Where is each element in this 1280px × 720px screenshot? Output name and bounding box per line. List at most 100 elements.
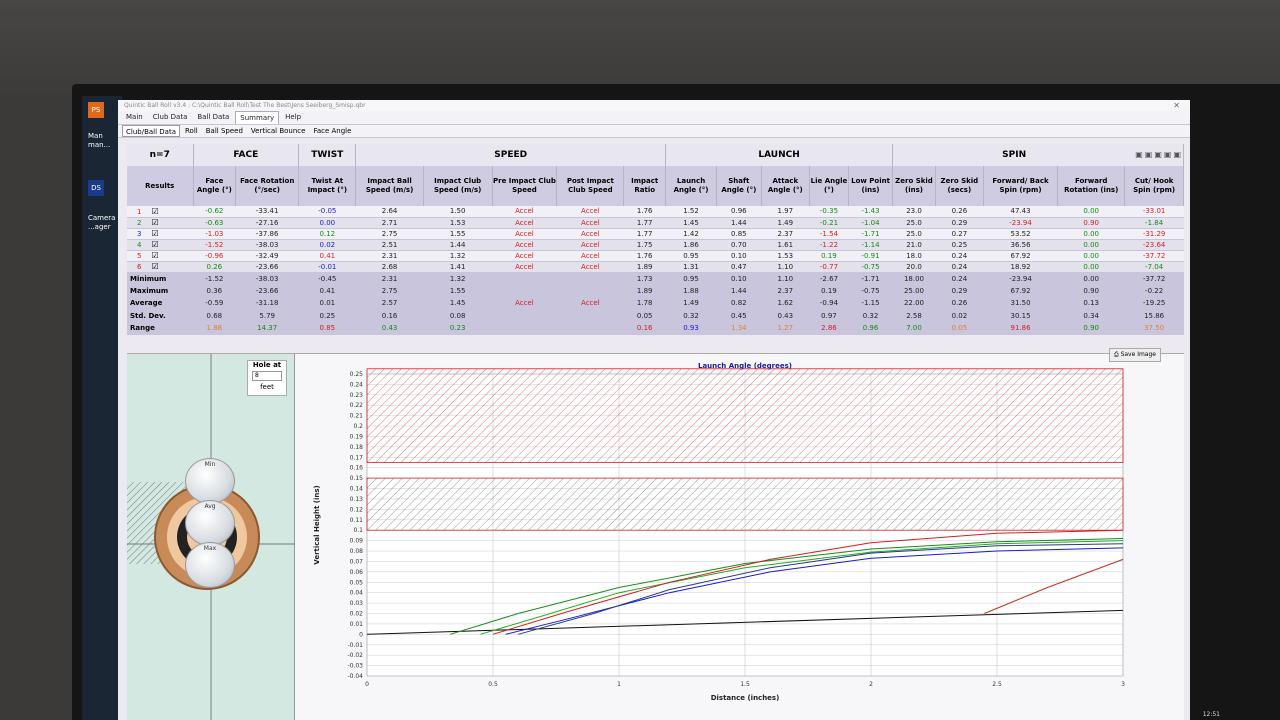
table-cell: 1.89 <box>623 261 666 273</box>
table-cell: 1.32 <box>423 250 493 262</box>
stat-cell: 0.95 <box>665 272 717 285</box>
row-checkbox[interactable]: ☑ <box>151 251 159 260</box>
stat-cell: 0.97 <box>809 309 849 322</box>
row-select[interactable]: 4 ☑ <box>127 239 193 251</box>
stat-cell: -37.72 <box>1124 272 1184 285</box>
table-row[interactable]: 4 ☑ -1.52 -38.03 0.02 2.51 1.44 Accel Accel 1.75 1… <box>127 239 1184 251</box>
stat-cell <box>556 322 624 335</box>
table-cell: 36.56 <box>983 239 1058 251</box>
y-tick-label: 0.21 <box>350 413 364 420</box>
subtab-roll[interactable]: Roll <box>185 127 198 135</box>
row-checkbox[interactable]: ☑ <box>151 229 159 238</box>
tab-main[interactable]: Main <box>126 113 143 121</box>
table-cell: -23.64 <box>1124 239 1184 251</box>
stat-cell: 0.68 <box>193 309 236 322</box>
table-cell: 1.45 <box>665 217 717 229</box>
stat-cell: -38.03 <box>235 272 299 285</box>
app-window: Quintic Ball Roll v3.4 : C:\Quintic Ball… <box>118 100 1190 720</box>
row-select[interactable]: 5 ☑ <box>127 250 193 262</box>
stat-cell: 0.90 <box>1057 284 1125 297</box>
tab-help[interactable]: Help <box>285 113 302 121</box>
table-row[interactable]: 2 ☑ -0.63 -27.16 0.00 2.71 1.53 Accel Accel 1.77 1… <box>127 217 1184 229</box>
clock: 12:51 <box>1202 711 1220 718</box>
app-icon[interactable]: PS <box>88 102 104 118</box>
subtab-face-angle[interactable]: Face Angle <box>313 127 352 135</box>
stat-cell: 18.00 <box>892 272 936 285</box>
table-cell: 0.25 <box>935 239 984 251</box>
row-checkbox[interactable]: ☑ <box>151 240 159 249</box>
stat-cell: 0.41 <box>298 284 356 297</box>
row-checkbox[interactable]: ☑ <box>151 218 159 227</box>
table-cell: -1.71 <box>848 228 893 240</box>
n-count: n=7 <box>127 144 194 166</box>
table-cell: 2.64 <box>355 206 424 218</box>
column-header: Post Impact Club Speed <box>556 166 625 206</box>
stat-cell: -0.22 <box>1124 284 1184 297</box>
row-select[interactable]: 6 ☑ <box>127 261 193 273</box>
row-checkbox[interactable]: ☑ <box>151 262 159 271</box>
column-header: Pre Impact Club Speed <box>492 166 558 206</box>
y-tick-label: 0.1 <box>353 527 363 534</box>
row-select[interactable]: 1 ☑ <box>127 206 193 218</box>
ball-label: Avg <box>204 503 216 510</box>
stat-cell: 1.73 <box>623 272 666 285</box>
table-cell: -37.72 <box>1124 250 1184 262</box>
hole-label: Hole at <box>252 361 282 369</box>
group-spin: SPIN ▣▣▣▣▣ <box>892 144 1184 166</box>
row-checkbox[interactable]: ☑ <box>151 206 159 216</box>
stat-cell: 0.16 <box>623 322 666 335</box>
table-cell: Accel <box>556 228 624 240</box>
x-tick-label: 1.5 <box>740 681 750 688</box>
table-cell: 18.92 <box>983 261 1058 273</box>
row-select[interactable]: 2 ☑ <box>127 217 193 229</box>
hole-distance-control: Hole at 8 feet <box>247 360 287 396</box>
table-cell: 0.19 <box>809 250 849 262</box>
table-cell: Accel <box>492 228 557 240</box>
toolbar-icons[interactable]: ▣▣▣▣▣ <box>1135 150 1183 159</box>
table-row[interactable]: 5 ☑ -0.96 -32.49 0.41 2.31 1.32 Accel Accel 1.76 0… <box>127 250 1184 262</box>
stat-cell: 2.57 <box>355 297 424 310</box>
stat-row: Minimum -1.52 -38.03 -0.45 2.31 1.32 1.73 0.95 0… <box>127 272 1184 285</box>
column-header: Cut/ Hook Spin (rpm) <box>1124 166 1184 206</box>
row-select[interactable]: 3 ☑ <box>127 228 193 240</box>
column-header: Twist At Impact (°) <box>298 166 357 206</box>
tab-club-data[interactable]: Club Data <box>152 113 188 121</box>
table-cell: 1.77 <box>623 228 666 240</box>
table-cell: 20.0 <box>892 261 936 273</box>
row-number: 1 <box>137 207 142 216</box>
column-header[interactable]: Results <box>127 166 194 206</box>
table-cell: 1.10 <box>761 261 810 273</box>
y-tick-label: 0.25 <box>350 371 364 378</box>
tab-summary[interactable]: Summary <box>235 111 280 124</box>
table-row[interactable]: 6 ☑ 0.26 -23.66 -0.01 2.68 1.41 Accel Accel 1.89 1… <box>127 261 1184 273</box>
stat-cell: 1.49 <box>665 297 717 310</box>
column-header: Face Angle (°) <box>193 166 237 206</box>
subtab-ball-speed[interactable]: Ball Speed <box>205 127 243 135</box>
table-cell: 0.00 <box>1057 250 1125 262</box>
table-cell: 2.71 <box>355 217 424 229</box>
table-cell: 0.00 <box>298 217 356 229</box>
stat-cell: 22.00 <box>892 297 936 310</box>
stat-cell: 0.08 <box>423 309 493 322</box>
close-icon[interactable]: ✕ <box>1173 101 1180 110</box>
camera-icon[interactable]: DS <box>88 180 104 196</box>
subtab-vertical-bounce[interactable]: Vertical Bounce <box>250 127 306 135</box>
stat-cell: Accel <box>492 297 557 310</box>
table-cell: 25.0 <box>892 228 936 240</box>
hole-distance-input[interactable]: 8 <box>252 371 282 381</box>
stat-cell: -1.15 <box>848 297 893 310</box>
table-cell: -38.03 <box>235 239 299 251</box>
subtab-club-ball-data[interactable]: Club/Ball Data <box>122 125 180 137</box>
table-cell: 2.31 <box>355 250 424 262</box>
table-cell: 1.76 <box>623 250 666 262</box>
table-cell: -1.22 <box>809 239 849 251</box>
tab-ball-data[interactable]: Ball Data <box>197 113 230 121</box>
table-row[interactable]: 1 ☑ -0.62 -33.41 -0.05 2.64 1.50 Accel Accel 1.76… <box>127 206 1184 218</box>
stat-cell: 14.37 <box>235 322 299 335</box>
table-row[interactable]: 3 ☑ -1.03 -37.86 0.12 2.75 1.55 Accel Accel 1.77 1… <box>127 228 1184 240</box>
y-tick-label: 0.16 <box>350 465 364 472</box>
row-number: 2 <box>137 219 142 227</box>
save-image-button[interactable]: ⎙ Save Image <box>1108 348 1161 362</box>
table-cell: Accel <box>492 250 557 262</box>
stat-row: Maximum 0.36 -23.66 0.41 2.75 1.55 1.89 1.88 1.4… <box>127 284 1184 297</box>
